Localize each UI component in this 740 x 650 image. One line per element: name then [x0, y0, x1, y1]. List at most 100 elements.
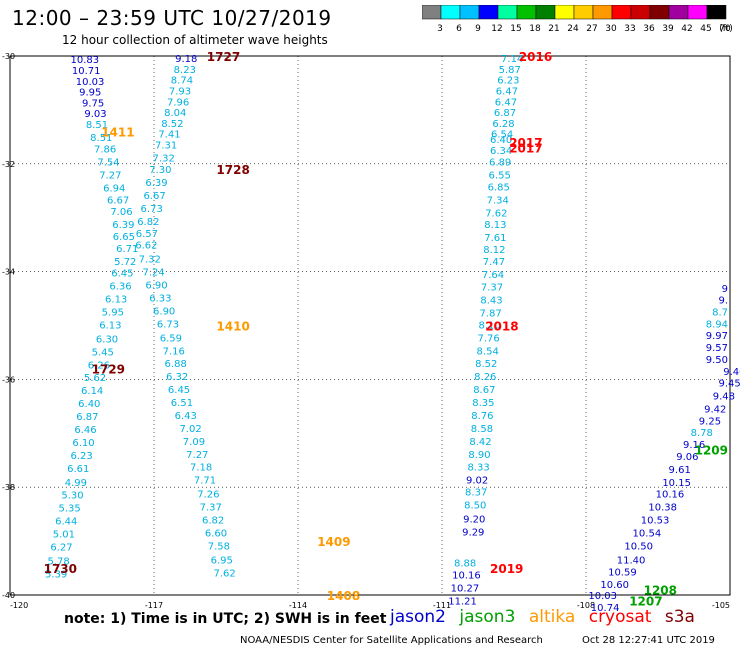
- wave-height-label: 6.95: [211, 555, 233, 566]
- wave-height-label: 6.71: [116, 244, 138, 255]
- scale-label: 3: [437, 24, 443, 34]
- wave-height-label: 7.37: [200, 503, 222, 514]
- wave-height-label: 6.73: [157, 319, 179, 330]
- scale-label: 9: [475, 24, 481, 34]
- wave-height-label: 6.67: [107, 195, 129, 206]
- lon-tick-label: -105: [712, 601, 730, 610]
- wave-height-label: 10.60: [600, 580, 629, 591]
- color-scale: 3 6 9 12 15 18 21 24 27 30 33 36 39 42 45 70(ft): [422, 5, 733, 34]
- lon-tick-label: -120: [10, 601, 28, 610]
- footer-timestamp: Oct 28 12:27:41 UTC 2019: [582, 635, 715, 646]
- scale-label: 15: [510, 24, 521, 34]
- wave-height-label: 6.87: [76, 412, 98, 423]
- wave-height-label: 6.89: [489, 158, 511, 169]
- wave-height-label: 8.76: [471, 411, 493, 422]
- wave-height-label: 4.99: [65, 478, 87, 489]
- track-time-label: 2016: [519, 50, 552, 64]
- wave-height-label: 5.35: [58, 504, 80, 515]
- wave-height-label: 6.43: [175, 411, 197, 422]
- wave-height-label: 9.02: [466, 476, 488, 487]
- wave-height-label: 6.30: [96, 334, 118, 345]
- wave-height-label: 6.62: [135, 241, 157, 252]
- wave-height-label: 7.93: [169, 86, 191, 97]
- wave-height-label: 6.33: [149, 293, 171, 304]
- wave-height-label: 7.64: [482, 270, 504, 281]
- wave-height-label: 10.53: [641, 516, 670, 527]
- wave-height-label: 8.04: [164, 108, 186, 119]
- wave-height-label: 9.95: [79, 88, 101, 99]
- track-time-label: 2019: [490, 562, 523, 576]
- wave-height-label: 7.61: [484, 233, 506, 244]
- wave-height-label: 6.51: [171, 398, 193, 409]
- scale-label: 39: [662, 24, 674, 34]
- track-time-label: 1411: [101, 125, 134, 139]
- wave-height-label: 6.82: [137, 217, 159, 228]
- wave-height-label: 6.14: [81, 386, 103, 397]
- track-time-label: 1408: [327, 589, 360, 603]
- track-time-label: 1207: [629, 594, 662, 608]
- wave-height-label: 5.39: [45, 569, 67, 580]
- wave-height-label: 8.35: [472, 398, 494, 409]
- wave-height-label: 10.38: [648, 503, 677, 514]
- wave-height-label: 10.54: [633, 528, 662, 539]
- wave-height-label: 6.61: [67, 464, 89, 475]
- wave-height-label: 6.39: [112, 220, 134, 231]
- track-time-label: 1208: [644, 584, 677, 598]
- wave-height-label: 6.34: [490, 146, 512, 157]
- wave-height-label: 5.87: [499, 65, 521, 76]
- scale-label: 27: [586, 24, 597, 34]
- wave-height-label: 8.26: [474, 372, 496, 383]
- track-time-label: 2018: [485, 320, 518, 334]
- wave-height-label: 7.14: [501, 54, 523, 65]
- map-subtitle: 12 hour collection of altimeter wave hei…: [62, 33, 328, 47]
- wave-height-label: 8.88: [454, 559, 476, 570]
- wave-height-label: 8.43: [480, 296, 502, 307]
- wave-height-label: 6.10: [72, 438, 94, 449]
- wave-height-label: 8.13: [484, 220, 506, 231]
- scale-label: 45: [700, 24, 711, 34]
- wave-height-label: 9.16: [683, 440, 705, 451]
- wave-height-label: 10.16: [452, 571, 481, 582]
- lat-tick-label: -34: [2, 268, 15, 277]
- legend-jason2: jason2: [390, 607, 446, 627]
- wave-height-label: 6.94: [103, 184, 125, 195]
- wave-height-label: 7.71: [194, 476, 216, 487]
- wave-height-label: 6.65: [113, 232, 135, 243]
- wave-height-label: 5.78: [47, 557, 69, 568]
- wave-height-label: 10.15: [662, 478, 691, 489]
- track-time-label: 1410: [216, 320, 249, 334]
- wave-height-label: 7.18: [190, 463, 212, 474]
- scale-label: 18: [529, 24, 541, 34]
- wave-height-label: 6.40: [78, 399, 100, 410]
- wave-height-label: 9.06: [676, 452, 698, 463]
- wave-height-label: 10.83: [70, 55, 99, 66]
- wave-height-label: 6.45: [168, 385, 190, 396]
- wave-height-label: 5.72: [114, 257, 136, 268]
- wave-height-label: 7.41: [158, 130, 180, 141]
- wave-height-label: 8.54: [477, 346, 499, 357]
- wave-height-label: 9.50: [706, 355, 728, 366]
- footer-note: note: 1) Time is in UTC; 2) SWH is in fe…: [64, 611, 387, 627]
- wave-height-label: 8.33: [467, 463, 489, 474]
- wave-height-label: 10.50: [624, 541, 653, 552]
- wave-height-label: 10.71: [72, 66, 101, 77]
- wave-height-label: 7.02: [179, 424, 201, 435]
- wave-height-label: 8.42: [469, 437, 491, 448]
- wave-height-label: 6.27: [50, 542, 72, 553]
- legend-s3a: s3a: [664, 607, 695, 627]
- wave-height-label: 6.54: [491, 130, 513, 141]
- wave-height-label: 11.21: [448, 596, 477, 607]
- wave-height-label: 6.59: [160, 333, 182, 344]
- wave-height-label: 7.26: [197, 490, 219, 501]
- legend-cryosat: cryosat: [588, 607, 652, 627]
- wave-height-label: 9.29: [462, 527, 484, 538]
- wave-height-label: 7.34: [487, 195, 509, 206]
- wave-height-label: 6.47: [496, 86, 518, 97]
- scale-label: 70: [719, 24, 731, 34]
- lat-tick-label: -38: [2, 483, 15, 492]
- legend-jason3: jason3: [459, 607, 516, 627]
- wave-height-label: 7.62: [485, 208, 507, 219]
- wave-height-label: 6.45: [111, 269, 133, 280]
- wave-height-label: 8.10: [478, 320, 500, 331]
- wave-height-label: 6.23: [497, 76, 519, 87]
